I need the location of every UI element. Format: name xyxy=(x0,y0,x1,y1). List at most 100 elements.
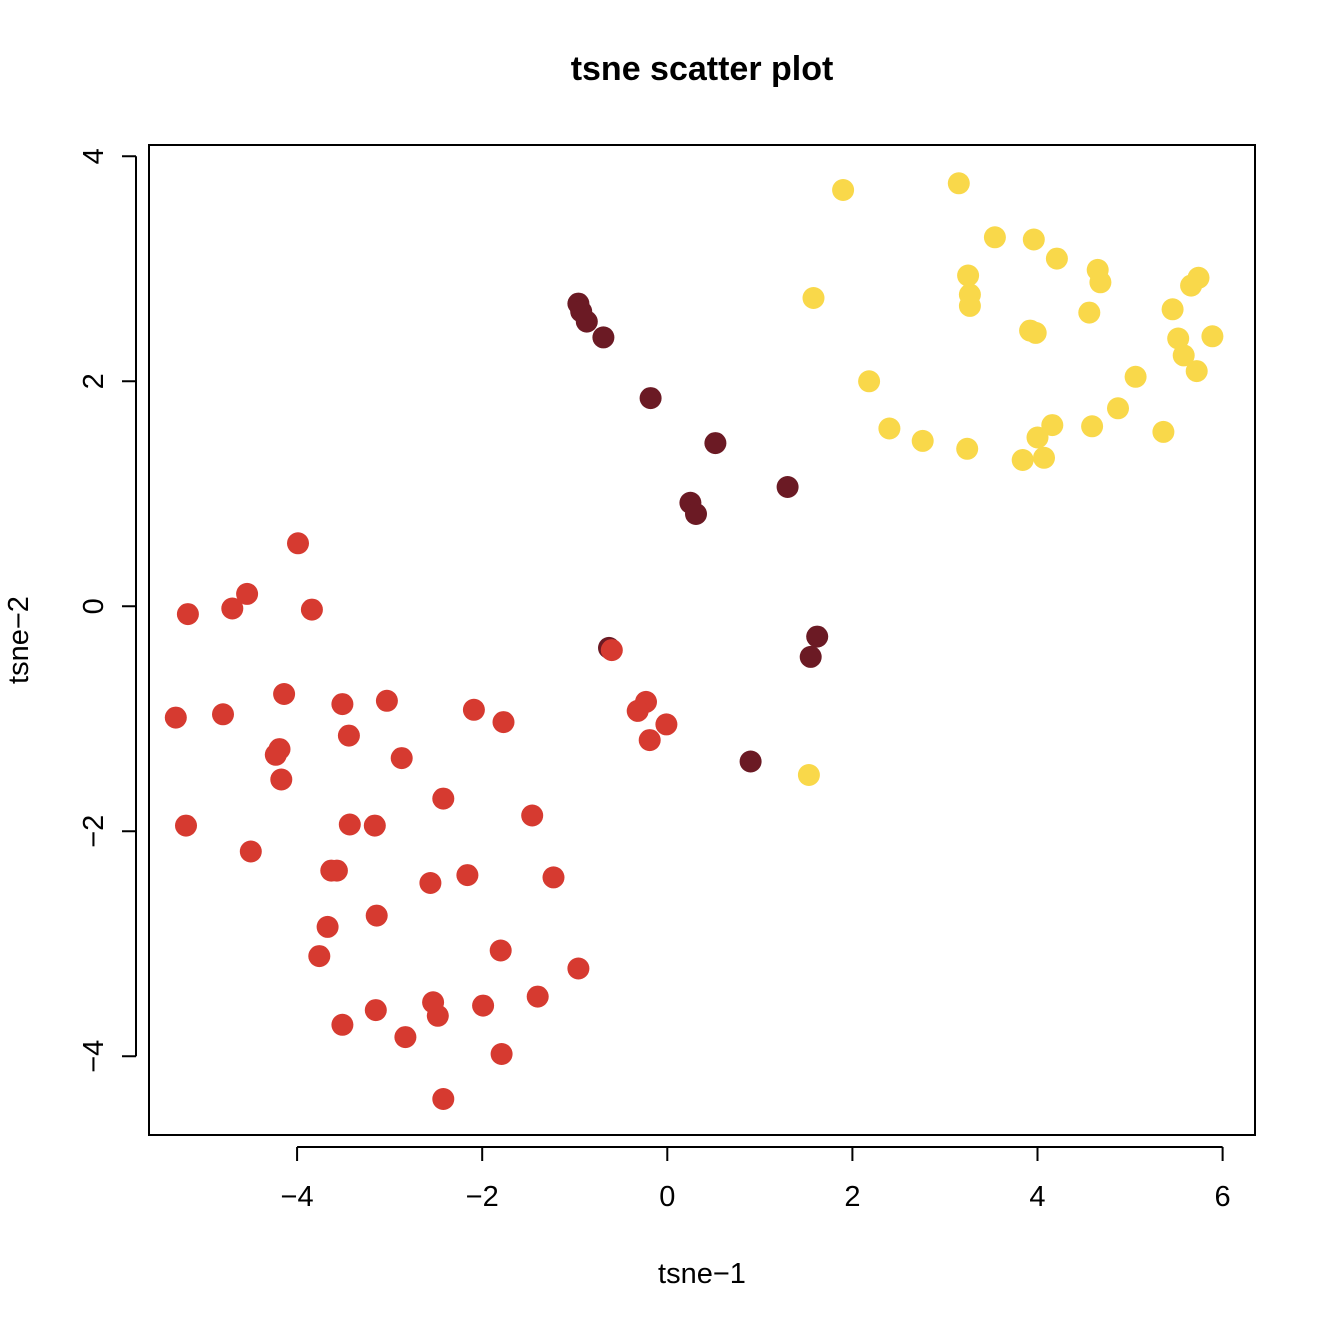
y-tick-label: −2 xyxy=(78,815,110,848)
scatter-point xyxy=(456,864,479,887)
scatter-point xyxy=(639,387,662,410)
scatter-point xyxy=(426,1004,449,1027)
scatter-point xyxy=(638,729,661,752)
scatter-point xyxy=(1045,247,1068,270)
scatter-point xyxy=(490,1043,513,1065)
scatter-point xyxy=(432,1088,455,1110)
scatter-point xyxy=(1161,298,1184,321)
scatter-point xyxy=(685,503,707,525)
scatter-point xyxy=(1078,301,1101,324)
scatter-point xyxy=(337,724,360,747)
y-axis-label: tsne−2 xyxy=(3,596,35,684)
scatter-point xyxy=(239,840,262,863)
scatter-point xyxy=(1033,446,1055,469)
scatter-point xyxy=(365,904,388,927)
scatter-point xyxy=(526,985,549,1008)
scatter-point xyxy=(462,698,485,721)
scatter-point xyxy=(957,264,980,287)
scatter-point xyxy=(521,804,544,827)
scatter-point xyxy=(1152,420,1175,443)
scatter-point xyxy=(1201,325,1224,348)
scatter-point xyxy=(592,326,615,349)
x-tick-label: −4 xyxy=(281,1181,314,1213)
scatter-point xyxy=(947,172,970,195)
scatter-point xyxy=(799,645,822,668)
scatter-point xyxy=(956,437,979,460)
scatter-point xyxy=(300,598,323,621)
scatter-point xyxy=(492,711,515,734)
chart-title: tsne scatter plot xyxy=(571,50,834,88)
scatter-point xyxy=(164,706,187,729)
scatter-point xyxy=(600,639,623,662)
data-points xyxy=(164,172,1224,1110)
scatter-point xyxy=(802,287,825,309)
y-tick-label: 0 xyxy=(78,598,110,614)
scatter-point xyxy=(390,747,413,770)
scatter-point xyxy=(1172,344,1195,367)
scatter-point xyxy=(394,1026,417,1049)
x-axis-label: tsne−1 xyxy=(658,1258,746,1290)
y-tick-label: −4 xyxy=(78,1040,110,1073)
scatter-point xyxy=(655,713,678,736)
scatter-point xyxy=(264,743,287,766)
scatter-point xyxy=(364,999,387,1022)
scatter-point xyxy=(704,432,727,455)
scatter-point xyxy=(878,417,901,440)
scatter-point xyxy=(270,768,293,791)
scatter-point xyxy=(1185,360,1208,383)
scatter-point xyxy=(1089,271,1112,294)
scatter-point xyxy=(1041,414,1064,437)
scatter-point xyxy=(1167,327,1190,350)
scatter-point xyxy=(489,939,512,962)
scatter-point xyxy=(316,915,339,938)
scatter-point xyxy=(176,603,199,626)
scatter-point xyxy=(287,532,309,555)
scatter-point xyxy=(375,689,398,712)
y-tick-label: 2 xyxy=(78,373,110,389)
scatter-point xyxy=(1022,228,1045,251)
x-tick-label: −2 xyxy=(466,1181,499,1213)
scatter-point xyxy=(806,625,829,648)
scatter-point xyxy=(858,370,881,393)
scatter-point xyxy=(1026,426,1049,449)
scatter-point xyxy=(419,872,442,894)
scatter-point xyxy=(983,226,1006,249)
scatter-point xyxy=(325,859,348,882)
scatter-point xyxy=(567,957,590,980)
x-tick-label: 0 xyxy=(659,1181,675,1213)
scatter-point xyxy=(911,429,934,452)
scatter-point xyxy=(958,294,981,317)
scatter-point xyxy=(575,310,598,333)
scatter-point xyxy=(236,582,259,605)
scatter-point xyxy=(363,814,386,837)
scatter-point xyxy=(273,683,296,705)
x-tick-label: 4 xyxy=(1029,1181,1045,1213)
scatter-point xyxy=(331,693,354,716)
scatter-point xyxy=(1187,266,1210,289)
scatter-point xyxy=(1024,321,1047,344)
scatter-point xyxy=(626,699,649,722)
x-axis: −4 −2 0 2 4 6 xyxy=(281,1146,1231,1213)
y-tick-label: 4 xyxy=(78,148,110,164)
scatter-point xyxy=(832,179,855,201)
scatter-point xyxy=(1011,449,1034,471)
scatter-point xyxy=(739,750,762,773)
scatter-point xyxy=(797,764,820,786)
scatter-point xyxy=(221,597,244,620)
plot-frame xyxy=(148,144,1256,1136)
scatter-point xyxy=(1107,397,1129,420)
scatter-point xyxy=(1124,365,1147,388)
x-tick-label: 6 xyxy=(1215,1181,1231,1213)
scatter-point xyxy=(308,945,331,968)
y-axis: −4 −2 0 2 4 xyxy=(78,148,137,1073)
x-tick-label: 2 xyxy=(844,1181,860,1213)
scatter-point xyxy=(1081,415,1104,438)
scatter-point xyxy=(175,814,197,837)
scatter-point xyxy=(472,994,495,1017)
scatter-point xyxy=(212,703,234,726)
scatter-point xyxy=(776,476,799,498)
scatter-point xyxy=(432,787,455,810)
scatter-point xyxy=(331,1013,354,1036)
scatter-point xyxy=(542,866,565,889)
